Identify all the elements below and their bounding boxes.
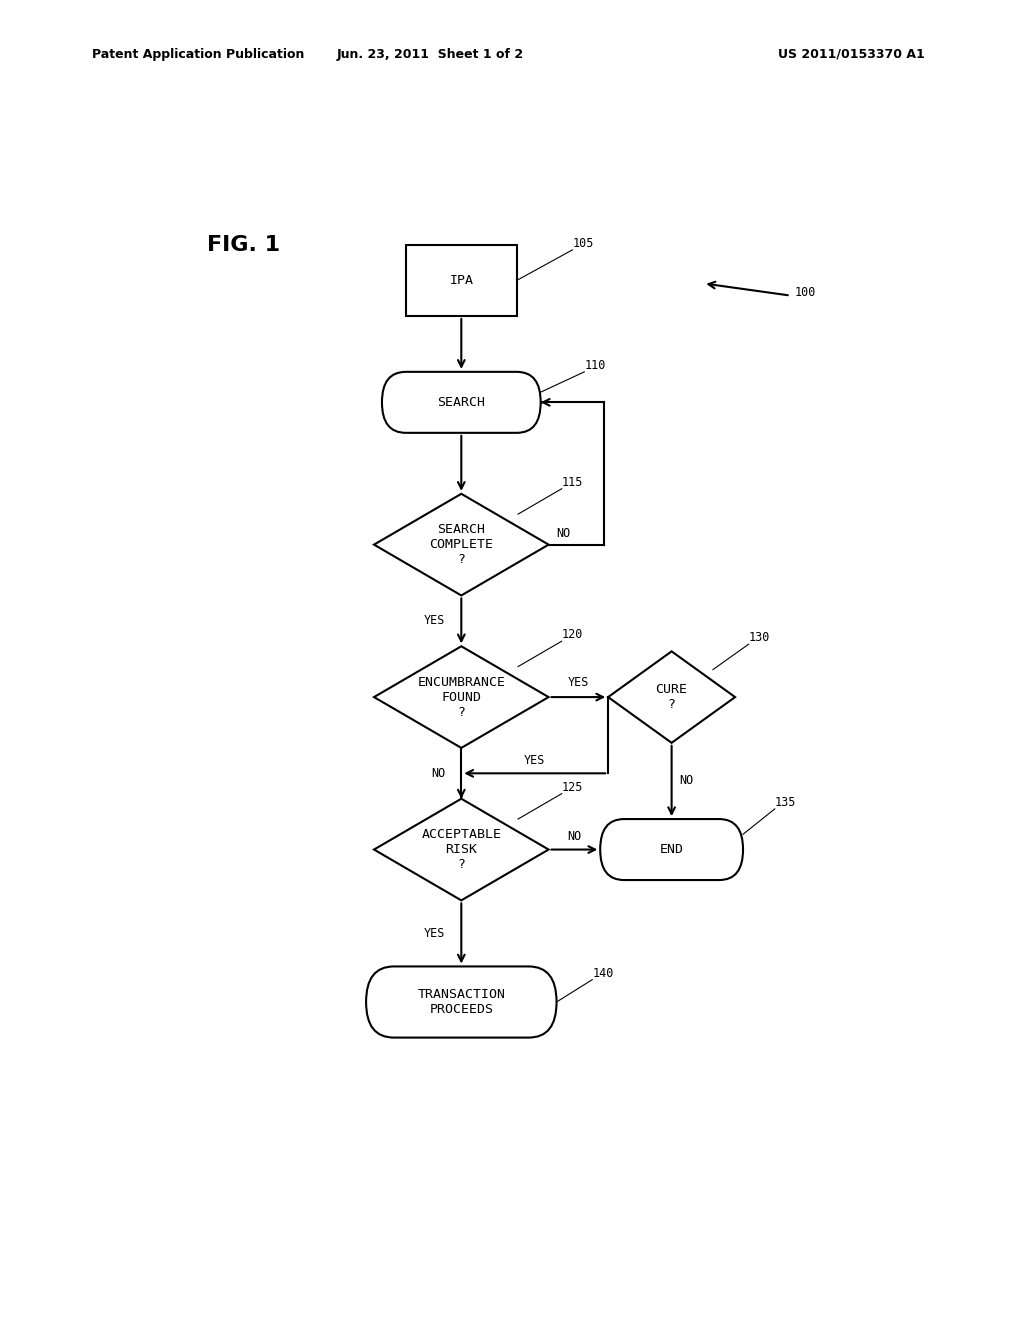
Text: 110: 110: [585, 359, 605, 372]
Text: NO: NO: [680, 775, 694, 788]
Text: NO: NO: [567, 830, 582, 843]
Text: 115: 115: [562, 475, 583, 488]
Polygon shape: [374, 799, 549, 900]
Text: YES: YES: [524, 754, 546, 767]
Text: 140: 140: [592, 966, 613, 979]
FancyBboxPatch shape: [600, 818, 743, 880]
FancyBboxPatch shape: [406, 244, 517, 315]
Polygon shape: [608, 651, 735, 743]
Polygon shape: [374, 647, 549, 748]
Text: 125: 125: [562, 780, 583, 793]
Text: 130: 130: [749, 631, 770, 644]
Text: ACCEPTABLE
RISK
?: ACCEPTABLE RISK ?: [421, 828, 502, 871]
Polygon shape: [374, 494, 549, 595]
Text: US 2011/0153370 A1: US 2011/0153370 A1: [778, 48, 925, 61]
Text: CURE
?: CURE ?: [655, 682, 688, 711]
Text: IPA: IPA: [450, 273, 473, 286]
Text: TRANSACTION
PROCEEDS: TRANSACTION PROCEEDS: [418, 987, 505, 1016]
Text: YES: YES: [424, 614, 445, 627]
FancyBboxPatch shape: [382, 372, 541, 433]
Text: NO: NO: [431, 767, 445, 780]
Text: 120: 120: [562, 628, 583, 642]
FancyBboxPatch shape: [367, 966, 557, 1038]
Text: 100: 100: [795, 285, 816, 298]
Text: ENCUMBRANCE
FOUND
?: ENCUMBRANCE FOUND ?: [418, 676, 505, 718]
Text: 105: 105: [572, 236, 594, 249]
Text: FIG. 1: FIG. 1: [207, 235, 281, 255]
Text: 135: 135: [775, 796, 796, 809]
Text: SEARCH
COMPLETE
?: SEARCH COMPLETE ?: [429, 523, 494, 566]
Text: Patent Application Publication: Patent Application Publication: [92, 48, 304, 61]
Text: YES: YES: [567, 676, 589, 689]
Text: Jun. 23, 2011  Sheet 1 of 2: Jun. 23, 2011 Sheet 1 of 2: [337, 48, 523, 61]
Text: END: END: [659, 843, 684, 857]
Text: YES: YES: [424, 927, 445, 940]
Text: NO: NO: [557, 527, 570, 540]
Text: SEARCH: SEARCH: [437, 396, 485, 409]
